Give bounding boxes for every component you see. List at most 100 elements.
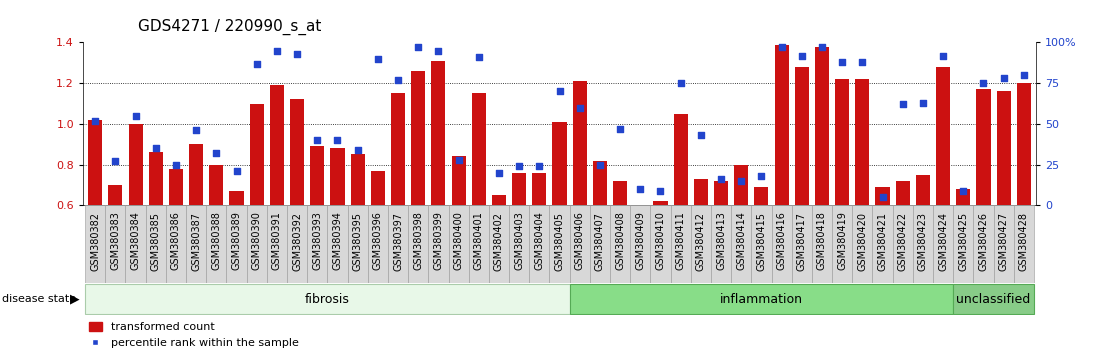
Bar (953, 284, 1034, 314)
Bar (267, 205, 287, 283)
Point (772, 45, 790, 50)
Point (995, 75, 1013, 81)
Bar (812, 205, 832, 283)
Bar (327, 205, 348, 283)
Text: GSM380400: GSM380400 (453, 212, 463, 270)
Point (692, 132, 710, 138)
Bar (735, 165, 748, 205)
Text: GSM380421: GSM380421 (878, 212, 888, 270)
Point (329, 137, 347, 143)
Point (389, 77, 407, 83)
Bar (589, 205, 611, 283)
Point (86, 118, 104, 124)
Bar (1014, 205, 1034, 283)
Point (551, 88, 568, 94)
Text: GSM380412: GSM380412 (696, 212, 706, 270)
Point (632, 186, 649, 192)
Bar (206, 205, 226, 283)
Point (934, 53, 952, 58)
Point (511, 164, 529, 169)
Bar (650, 205, 670, 283)
Bar (129, 124, 143, 205)
Text: GSM380418: GSM380418 (817, 212, 827, 270)
Bar (974, 205, 994, 283)
Text: GSM380384: GSM380384 (131, 212, 141, 270)
Text: GSM380383: GSM380383 (111, 212, 121, 270)
Point (450, 157, 468, 162)
Point (793, 53, 811, 58)
Bar (449, 205, 469, 283)
Point (874, 194, 892, 200)
Text: GSM380391: GSM380391 (271, 212, 281, 270)
Bar (570, 205, 589, 283)
Bar (613, 181, 627, 205)
Point (187, 127, 205, 133)
Bar (391, 93, 406, 205)
Bar (290, 99, 305, 205)
Bar (368, 205, 388, 283)
Text: GSM380382: GSM380382 (90, 212, 100, 270)
Bar (872, 205, 893, 283)
Text: GSM380411: GSM380411 (676, 212, 686, 270)
Bar (593, 161, 607, 205)
Bar (755, 187, 769, 205)
Point (490, 170, 507, 176)
Bar (388, 205, 408, 283)
Bar (168, 169, 183, 205)
Bar (771, 205, 792, 283)
Text: GSM380388: GSM380388 (212, 212, 222, 270)
Point (369, 56, 387, 62)
Bar (310, 146, 325, 205)
Bar (774, 45, 789, 205)
Text: fibrosis: fibrosis (305, 293, 350, 306)
Bar (953, 205, 974, 283)
Point (853, 59, 871, 65)
Point (612, 126, 629, 132)
Text: GSM380420: GSM380420 (858, 212, 868, 270)
Bar (492, 195, 506, 205)
Bar (350, 154, 365, 205)
Bar (852, 205, 872, 283)
Bar (145, 205, 166, 283)
Bar (994, 205, 1014, 283)
Text: GSM380414: GSM380414 (736, 212, 746, 270)
Text: GSM380394: GSM380394 (332, 212, 342, 270)
Bar (690, 205, 711, 283)
Bar (408, 205, 429, 283)
Bar (916, 175, 930, 205)
Point (349, 147, 367, 153)
Text: GSM380402: GSM380402 (494, 212, 504, 270)
Bar (189, 144, 203, 205)
Point (167, 162, 185, 167)
Bar (674, 114, 688, 205)
Bar (794, 67, 809, 205)
Point (671, 80, 689, 86)
Point (227, 168, 245, 174)
Point (531, 164, 548, 169)
Bar (489, 205, 509, 283)
Bar (956, 189, 971, 205)
Bar (570, 284, 953, 314)
Bar (550, 205, 570, 283)
Legend: transformed count, percentile rank within the sample: transformed count, percentile rank withi… (89, 322, 299, 348)
Text: GSM380405: GSM380405 (554, 212, 565, 270)
Bar (611, 205, 630, 283)
Bar (895, 181, 910, 205)
Bar (913, 205, 933, 283)
Bar (714, 181, 728, 205)
Text: unclassified: unclassified (956, 293, 1030, 306)
Text: disease state: disease state (2, 294, 76, 304)
Text: ▶: ▶ (70, 293, 80, 306)
Bar (670, 205, 690, 283)
Text: GSM380385: GSM380385 (151, 212, 161, 270)
Bar (89, 120, 102, 205)
Bar (348, 205, 368, 283)
Bar (654, 201, 667, 205)
Text: GSM380406: GSM380406 (575, 212, 585, 270)
Text: GSM380428: GSM380428 (1019, 212, 1029, 270)
Bar (936, 67, 951, 205)
Bar (875, 187, 890, 205)
Bar (731, 205, 751, 283)
Text: GDS4271 / 220990_s_at: GDS4271 / 220990_s_at (138, 19, 322, 35)
Bar (270, 85, 284, 205)
